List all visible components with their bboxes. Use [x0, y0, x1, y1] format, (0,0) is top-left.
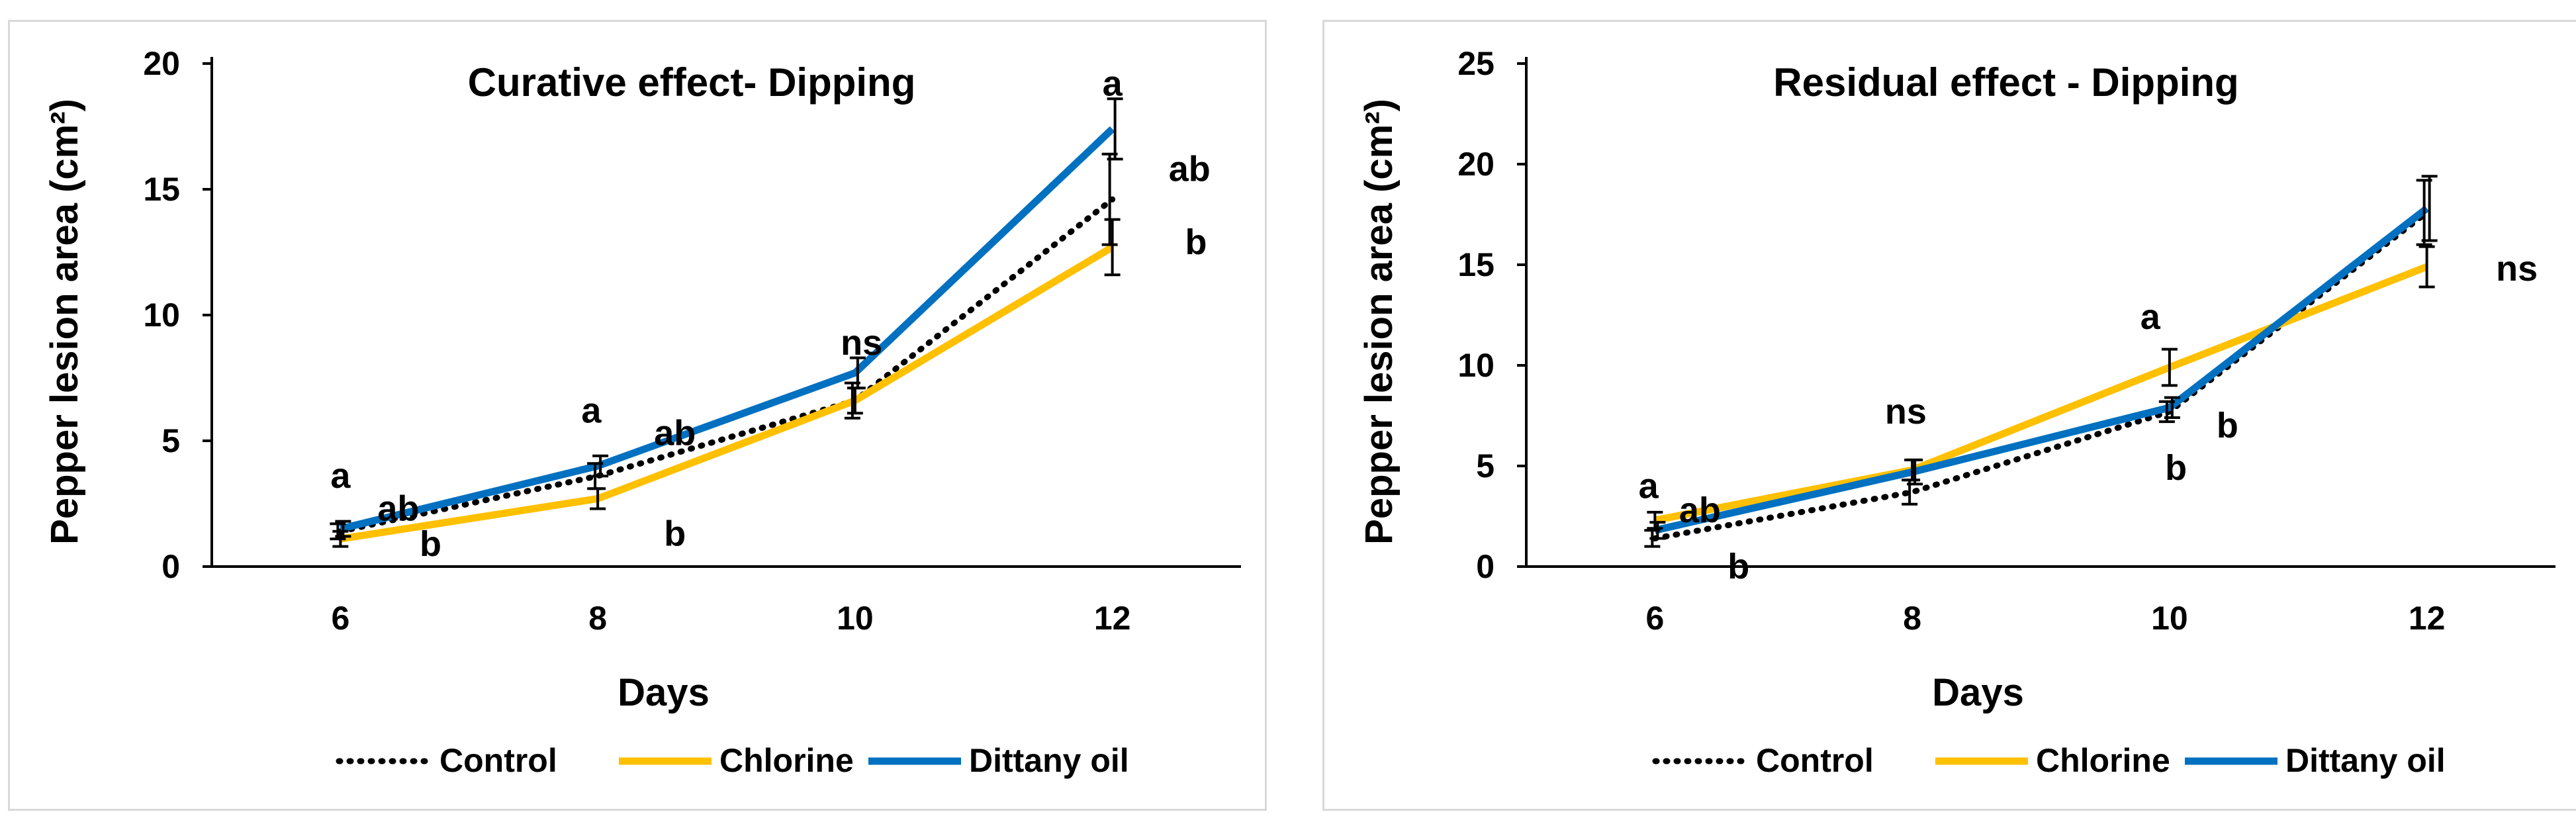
chart-panel-curative: Curative effect- Dipping 0 5 10 15 20 6 8 10 12 Da…	[8, 20, 1267, 811]
series-line-chlorine	[1654, 263, 2428, 524]
significance-label: a	[581, 391, 602, 430]
significance-label: b	[1727, 547, 1749, 586]
significance-label: b	[420, 524, 441, 564]
y-tick-label: 5	[1476, 447, 1495, 484]
legend-label-control: Control	[1756, 742, 1874, 779]
y-tick-label: 15	[143, 171, 180, 208]
x-tick-label: 8	[1903, 600, 1921, 637]
significance-label: b	[1185, 222, 1207, 262]
significance-label: ab	[654, 414, 696, 453]
significance-label: a	[2140, 297, 2161, 337]
y-tick-label: 0	[1476, 548, 1495, 585]
chart-curative-svg: Curative effect- Dipping 0 5 10 15 20 6 8 10 12 Da…	[43, 45, 1241, 779]
chart-title: Residual effect - Dipping	[1773, 60, 2238, 105]
y-tick-label: 10	[143, 297, 180, 334]
significance-label: ns	[841, 323, 882, 363]
significance-label: b	[664, 514, 686, 554]
significance-label: b	[2217, 406, 2238, 445]
significance-label: ab	[1679, 490, 1721, 530]
series-line-control	[337, 196, 1116, 535]
series-line-dittany	[1654, 205, 2429, 534]
legend-label-chlorine: Chlorine	[719, 742, 854, 779]
series-line-dittany	[340, 126, 1115, 533]
x-tick-label: 10	[2151, 600, 2188, 637]
x-tick-label: 6	[1645, 600, 1664, 637]
y-tick-label: 15	[1457, 246, 1495, 283]
significance-label: ab	[377, 489, 419, 529]
x-tick-label: 10	[837, 600, 874, 637]
x-tick-label: 8	[588, 600, 607, 637]
y-tick-label: 5	[161, 422, 180, 459]
significance-label: ns	[2496, 249, 2538, 289]
significance-label: ab	[1169, 150, 1211, 189]
chart-residual-svg: Residual effect - Dipping 0 5 10 15 20 25 6 8 10 1…	[1357, 45, 2555, 779]
chart-panel-residual: Residual effect - Dipping 0 5 10 15 20 25 6 8 10 1…	[1322, 20, 2576, 811]
y-tick-label: 0	[161, 548, 180, 585]
y-tick-label: 10	[1457, 347, 1495, 384]
series-line-control	[1651, 209, 2430, 541]
legend-label-control: Control	[439, 742, 557, 779]
y-axis-title: Pepper lesion area (cm²)	[1357, 99, 1401, 545]
y-tick-label: 25	[1457, 45, 1495, 82]
x-tick-label: 6	[331, 600, 349, 637]
legend-label-chlorine: Chlorine	[2036, 742, 2170, 779]
y-tick-label: 20	[143, 45, 180, 82]
significance-label: ns	[1885, 392, 1927, 432]
series-line-chlorine	[340, 244, 1115, 543]
y-axis-title: Pepper lesion area (cm²)	[43, 99, 86, 545]
x-axis-title: Days	[1932, 671, 2024, 714]
significance-label: a	[1103, 64, 1123, 103]
significance-label: a	[330, 456, 351, 496]
significance-label: a	[1639, 466, 1659, 506]
legend-label-dittany: Dittany oil	[2285, 742, 2446, 779]
significance-label: b	[2165, 448, 2187, 488]
chart-title: Curative effect- Dipping	[468, 60, 916, 105]
y-tick-label: 20	[1457, 146, 1495, 183]
x-tick-label: 12	[2409, 600, 2446, 637]
legend-label-dittany: Dittany oil	[969, 742, 1129, 779]
x-axis-title: Days	[618, 671, 710, 714]
x-tick-label: 12	[1094, 600, 1131, 637]
